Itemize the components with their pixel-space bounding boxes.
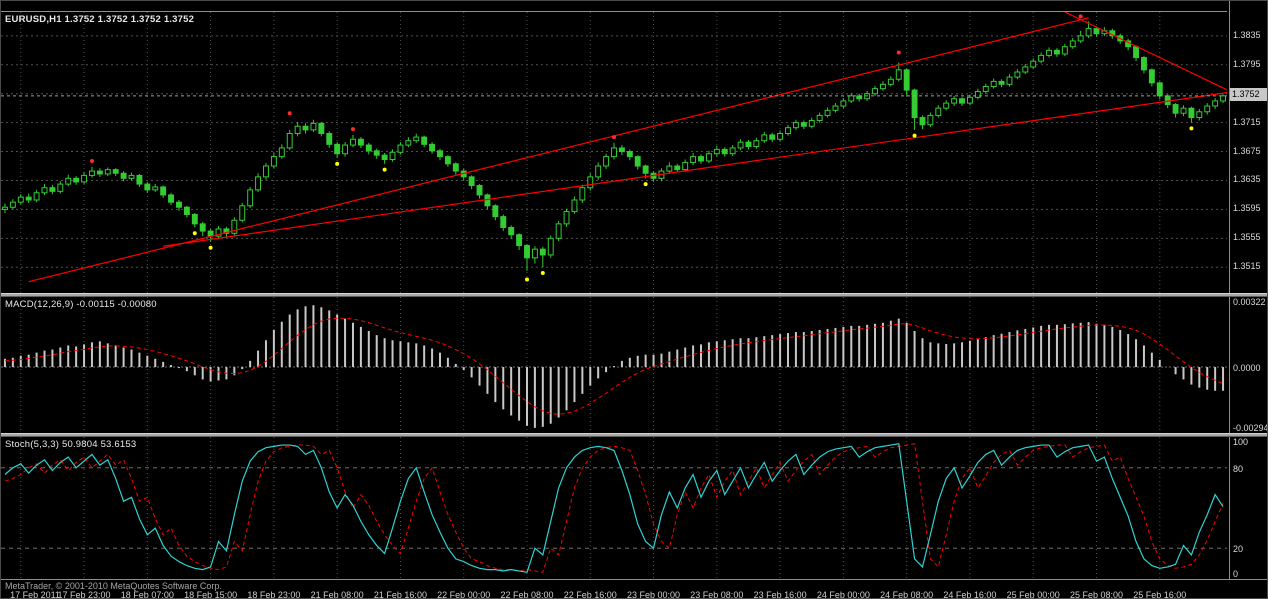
macd-axis-label: 0.00322 bbox=[1233, 297, 1266, 307]
macd-axis[interactable]: 0.00322 0.0000 -0.00294 bbox=[1231, 297, 1268, 433]
stoch-signal-line bbox=[4, 443, 1224, 573]
copyright-label: MetaTrader, © 2001-2010 MetaQuotes Softw… bbox=[5, 581, 222, 591]
price-axis-label: 1.3795 bbox=[1233, 58, 1261, 69]
vertical-gridlines bbox=[20, 12, 1161, 294]
macd-panel[interactable]: MACD(12,26,9) -0.00115 -0.00080 bbox=[1, 297, 1227, 433]
panel-splitter-stoch[interactable] bbox=[1, 433, 1267, 437]
time-axis-label: 18 Feb 23:00 bbox=[247, 590, 301, 599]
time-axis-label: 22 Feb 16:00 bbox=[563, 590, 617, 599]
time-axis-label: 17 Feb 2011 bbox=[10, 590, 60, 599]
time-axis-label: 18 Feb 15:00 bbox=[184, 590, 238, 599]
sell-signal-dot bbox=[612, 135, 616, 140]
stochastic-panel[interactable]: Stoch(5,3,3) 50.9804 53.6153 bbox=[1, 437, 1227, 579]
time-axis-label: 22 Feb 00:00 bbox=[437, 590, 491, 599]
sell-signal-dot bbox=[350, 127, 355, 132]
time-axis[interactable]: MetaTrader, © 2001-2010 MetaQuotes Softw… bbox=[1, 579, 1267, 599]
time-axis-label: 18 Feb 07:00 bbox=[120, 590, 174, 599]
vertical-gridlines bbox=[20, 297, 1161, 433]
stoch-axis-label: 0 bbox=[1233, 569, 1239, 579]
stoch-main-line bbox=[4, 443, 1224, 573]
buy-signal-dot bbox=[335, 161, 340, 166]
buy-signal-dot bbox=[1189, 126, 1194, 131]
time-axis-label: 22 Feb 08:00 bbox=[500, 590, 554, 599]
price-axis-label: 1.3515 bbox=[1233, 261, 1261, 272]
price-axis-label: 1.3635 bbox=[1233, 174, 1261, 185]
time-axis-label: 25 Feb 00:00 bbox=[1006, 590, 1060, 599]
stochastic-indicator-label: Stoch(5,3,3) 50.9804 53.6153 bbox=[5, 439, 137, 450]
buy-signal-dot bbox=[540, 271, 545, 276]
trendlines[interactable] bbox=[28, 12, 1227, 283]
time-axis-label: 23 Feb 16:00 bbox=[753, 590, 807, 599]
price-axis-label: 1.3675 bbox=[1233, 145, 1261, 156]
price-axis[interactable]: 1.3835 1.3795 1.3715 1.3675 1.3635 1.3595 1.35… bbox=[1231, 11, 1267, 293]
candlestick-chart[interactable] bbox=[1, 12, 1227, 294]
buy-signal-dot bbox=[524, 277, 529, 282]
price-chart-panel[interactable]: EURUSD,H1 1.3752 1.3752 1.3752 1.3752 bbox=[1, 11, 1227, 294]
signal-dots bbox=[89, 14, 1194, 282]
stoch-axis-label: 100 bbox=[1233, 437, 1249, 448]
macd-axis-label: -0.00294 bbox=[1233, 423, 1268, 433]
stochastic-chart[interactable] bbox=[1, 437, 1227, 579]
axis-separator-line bbox=[1229, 1, 1230, 579]
macd-histogram bbox=[3, 305, 1225, 428]
time-axis-label: 17 Feb 23:00 bbox=[57, 590, 111, 599]
macd-chart[interactable] bbox=[1, 297, 1227, 433]
buy-signal-dot bbox=[912, 133, 917, 138]
time-axis-label: 21 Feb 16:00 bbox=[373, 590, 427, 599]
time-axis-label: 23 Feb 08:00 bbox=[690, 590, 744, 599]
time-axis-label: 25 Feb 08:00 bbox=[1069, 590, 1123, 599]
macd-signal-line bbox=[4, 317, 1224, 415]
buy-signal-dot bbox=[382, 167, 387, 172]
candles bbox=[2, 21, 1227, 271]
time-axis-label: 23 Feb 00:00 bbox=[627, 590, 681, 599]
time-axis-label: 24 Feb 00:00 bbox=[816, 590, 870, 599]
buy-signal-dot bbox=[643, 182, 648, 187]
buy-signal-dot bbox=[208, 245, 213, 250]
time-axis-label: 25 Feb 16:00 bbox=[1133, 590, 1187, 599]
sell-signal-dot bbox=[1078, 14, 1083, 19]
time-axis-label: 21 Feb 08:00 bbox=[310, 590, 364, 599]
symbol-ohlc-label: EURUSD,H1 1.3752 1.3752 1.3752 1.3752 bbox=[5, 14, 195, 25]
sell-signal-dot bbox=[287, 111, 292, 116]
time-axis-label: 24 Feb 08:00 bbox=[880, 590, 934, 599]
price-axis-label: 1.3555 bbox=[1233, 232, 1261, 243]
stoch-axis-label: 80 bbox=[1233, 463, 1244, 474]
panel-splitter-macd[interactable] bbox=[1, 293, 1267, 297]
sell-signal-dot bbox=[89, 158, 94, 163]
macd-indicator-label: MACD(12,26,9) -0.00115 -0.00080 bbox=[5, 299, 157, 310]
sell-signal-dot bbox=[896, 50, 901, 55]
price-axis-label: 1.3835 bbox=[1233, 29, 1261, 40]
vertical-gridlines bbox=[20, 437, 1161, 579]
stoch-axis-label: 20 bbox=[1233, 544, 1244, 555]
price-axis-label: 1.3595 bbox=[1233, 203, 1261, 214]
macd-axis-label: 0.0000 bbox=[1233, 363, 1261, 374]
current-price-tag: 1.3752 bbox=[1230, 87, 1267, 101]
price-axis-label: 1.3715 bbox=[1233, 116, 1261, 127]
stochastic-axis[interactable]: 100 80 20 0 bbox=[1231, 437, 1267, 579]
buy-signal-dot bbox=[192, 231, 197, 236]
time-axis-label: 24 Feb 16:00 bbox=[943, 590, 997, 599]
